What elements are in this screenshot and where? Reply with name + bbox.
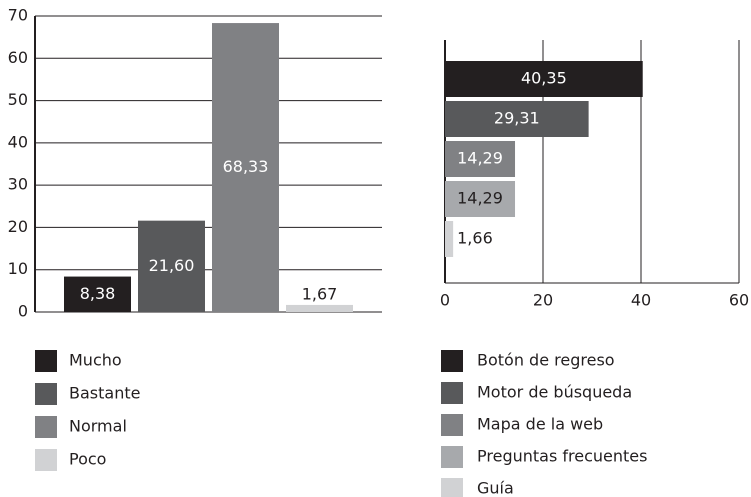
value-label: 29,31 [494,109,540,128]
legend-swatch [35,383,57,405]
value-label: 1,67 [302,284,338,303]
y-tick-label: 60 [8,48,28,67]
legend-label: Motor de búsqueda [477,383,632,402]
value-label: 21,60 [149,256,195,275]
y-tick-label: 0 [18,302,28,321]
value-label: 14,29 [457,149,503,168]
value-label: 40,35 [521,69,567,88]
legend-swatch [441,350,463,372]
y-tick-label: 50 [8,90,28,109]
legend-swatch [441,382,463,404]
bar [286,304,353,312]
y-tick-label: 10 [8,259,28,278]
value-label: 68,33 [223,157,269,176]
legend-label: Mucho [69,351,122,370]
bar [445,61,643,97]
x-tick-label: 60 [729,291,749,310]
x-tick-label: 40 [631,291,651,310]
legend-label: Preguntas frecuentes [477,447,647,466]
bar [138,220,205,312]
x-tick-label: 0 [440,291,450,310]
legend-swatch [441,446,463,468]
bar [445,101,589,137]
legend-swatch [441,414,463,436]
legend-label: Botón de regreso [477,351,615,370]
y-tick-label: 70 [8,6,28,25]
legend-swatch [35,416,57,438]
bar [212,23,279,313]
value-label: 1,66 [457,229,493,248]
value-label: 8,38 [80,284,116,303]
x-tick-label: 20 [533,291,553,310]
legend-label: Normal [69,417,127,436]
legend-label: Guía [477,479,514,497]
legend-swatch [35,350,57,372]
bar [445,141,516,177]
bar [445,221,454,257]
value-label: 14,29 [457,189,503,208]
legend-label: Poco [69,450,106,469]
bar [64,276,131,312]
y-tick-label: 40 [8,132,28,151]
legend-swatch [35,449,57,471]
legend-swatch [441,478,463,497]
legend-label: Mapa de la web [477,415,603,434]
y-tick-label: 30 [8,175,28,194]
y-tick-label: 20 [8,217,28,236]
bar [445,181,516,217]
legend-label: Bastante [69,384,140,403]
